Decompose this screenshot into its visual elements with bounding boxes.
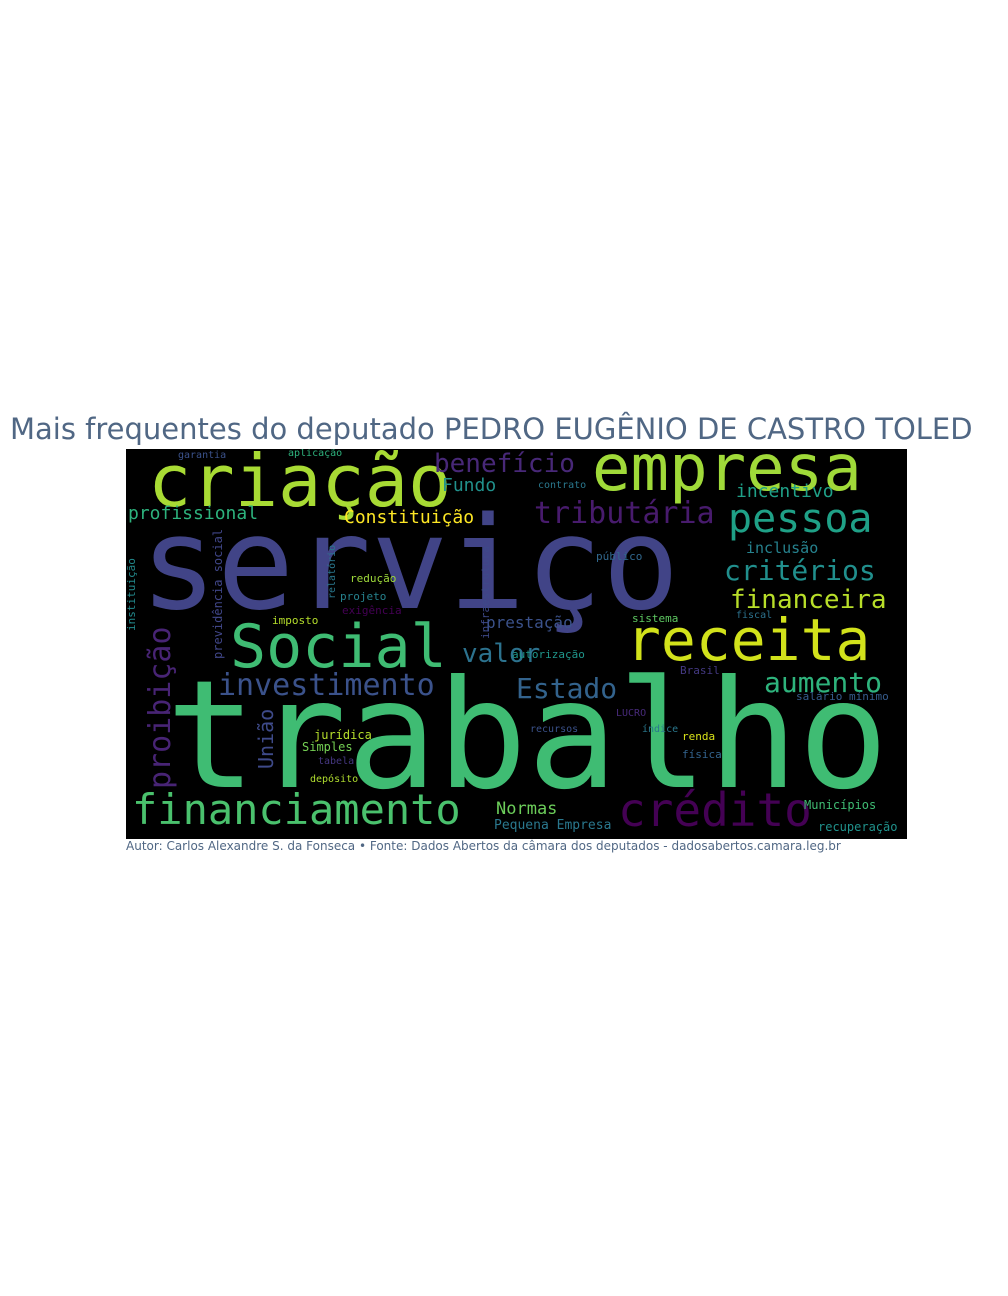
cloud-word: relatório — [327, 544, 338, 599]
cloud-word: proibição — [143, 626, 178, 789]
cloud-word: Simples — [302, 740, 353, 754]
cloud-word: serviço — [140, 490, 680, 639]
cloud-word: sistema — [632, 612, 679, 625]
cloud-word: profissional — [128, 503, 259, 524]
cloud-word: depósito — [310, 774, 359, 785]
cloud-word: Pequena Empresa — [494, 818, 612, 833]
cloud-word: autorização — [512, 648, 585, 661]
cloud-word: Constituição — [344, 507, 475, 528]
cloud-word: tabela — [318, 756, 355, 767]
cloud-word: pessoa — [728, 496, 873, 542]
cloud-word: crédito — [618, 783, 812, 837]
cloud-word: inclusão — [746, 539, 819, 557]
cloud-word: trabalho — [166, 649, 889, 823]
cloud-word: redução — [350, 572, 397, 585]
cloud-word: Brasil — [680, 664, 720, 677]
cloud-word: instituição — [126, 558, 138, 631]
cloud-word: financiamento — [132, 785, 461, 834]
cloud-word: União — [254, 708, 278, 769]
cloud-word: Social — [230, 612, 447, 682]
cloud-word: física — [682, 748, 722, 761]
cloud-word: índice — [642, 724, 679, 735]
cloud-word: incentivo — [736, 481, 834, 502]
cloud-word: valor — [462, 639, 541, 669]
cloud-word: salário mínimo — [796, 690, 889, 703]
word-cloud: trabalho serviço criação empresa receita Soci… — [126, 449, 907, 839]
cloud-word: exigência — [342, 604, 402, 617]
source-caption: Autor: Carlos Alexandre S. da Fonseca • … — [126, 839, 841, 853]
cloud-word: jurídica — [314, 728, 372, 742]
cloud-word: recursos — [530, 724, 579, 735]
cloud-word: Municípios — [804, 798, 877, 812]
cloud-word: aumento — [764, 666, 883, 699]
cloud-word: Fundo — [442, 475, 497, 496]
cloud-word: Normas — [496, 799, 558, 819]
cloud-word: tributária — [534, 496, 715, 531]
cloud-word: contrato — [538, 480, 587, 491]
cloud-word: renda — [682, 730, 716, 743]
cloud-word: LUCRO — [616, 708, 647, 719]
cloud-word: benefício — [434, 449, 575, 479]
cloud-word: criação — [148, 449, 452, 523]
cloud-word: aplicação — [288, 449, 343, 459]
cloud-word: projeto — [340, 590, 387, 603]
cloud-word: Estado — [516, 672, 618, 705]
cloud-word: critérios — [724, 554, 876, 587]
cloud-word: imposto — [272, 614, 319, 627]
cloud-word: receita — [626, 606, 871, 674]
cloud-word: empresa — [592, 449, 862, 506]
cloud-word: público — [596, 550, 643, 563]
cloud-word: recuperação — [818, 820, 898, 834]
cloud-word: previdência social — [211, 528, 225, 659]
chart-title: Mais frequentes do deputado PEDRO EUGÊNI… — [10, 412, 973, 446]
cloud-word: prestação — [486, 613, 573, 632]
cloud-word: infraestrutura — [479, 546, 492, 639]
cloud-word: garantia — [178, 450, 227, 461]
cloud-word: fiscal — [736, 610, 773, 621]
cloud-word: financeira — [730, 585, 887, 615]
cloud-word: investimento — [218, 668, 435, 703]
